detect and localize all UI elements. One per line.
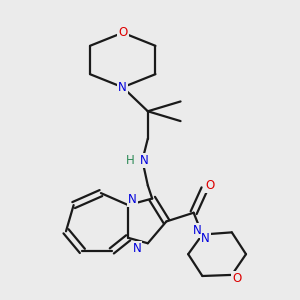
Text: N: N [133, 242, 141, 255]
Text: N: N [118, 81, 127, 94]
Text: H: H [126, 154, 135, 167]
Text: N: N [128, 193, 137, 206]
Text: O: O [232, 272, 242, 285]
Text: N: N [201, 232, 210, 245]
Text: O: O [206, 179, 214, 192]
Text: N: N [140, 154, 149, 167]
Text: O: O [118, 26, 128, 39]
Text: N: N [193, 224, 201, 237]
